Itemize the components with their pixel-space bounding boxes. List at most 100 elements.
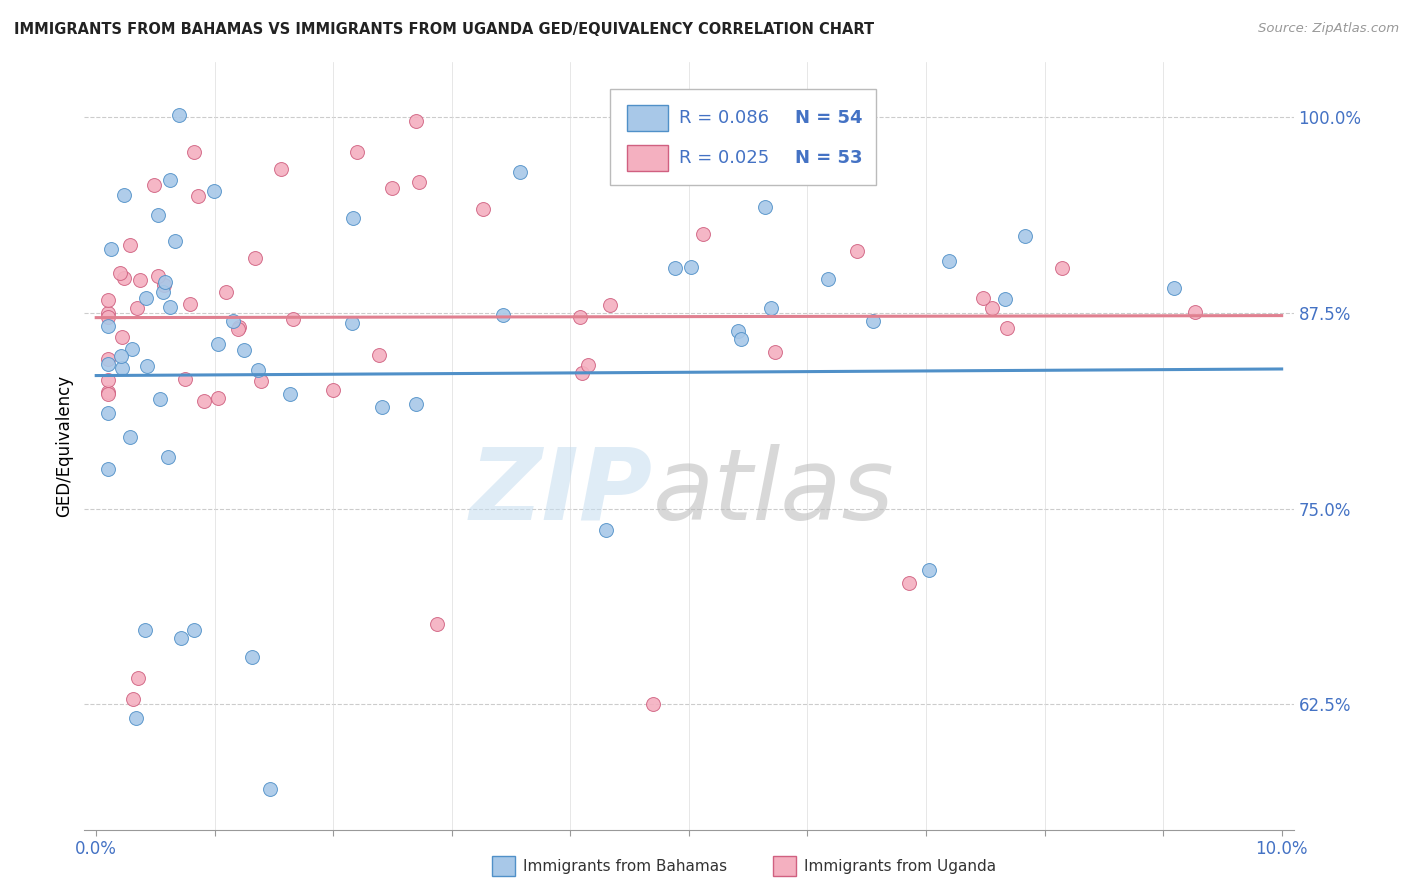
Point [643,697,665,711]
Point [134,624,156,638]
Text: IMMIGRANTS FROM BAHAMAS VS IMMIGRANTS FROM UGANDA GED/EQUIVALENCY CORRELATION CH: IMMIGRANTS FROM BAHAMAS VS IMMIGRANTS FR… [14,22,875,37]
Point [127,671,149,685]
Point [679,260,702,274]
Point [846,244,869,258]
Point [215,285,238,299]
Point [897,576,920,591]
Point [492,308,515,322]
Point [111,361,134,376]
Point [97,462,120,476]
Text: atlas: atlas [652,443,894,541]
Point [97,387,120,401]
Point [222,314,245,328]
Point [157,450,180,465]
Point [346,145,368,160]
Point [125,301,148,315]
Point [917,563,939,577]
Point [405,397,427,411]
Point [100,242,122,256]
Point [152,285,174,300]
Point [995,321,1018,335]
Point [692,227,714,241]
Point [97,406,120,420]
Point [136,359,159,373]
Point [121,342,143,356]
Point [754,200,776,214]
Point [97,318,120,333]
Point [97,373,120,387]
Text: Immigrants from Uganda: Immigrants from Uganda [804,859,997,873]
Point [202,184,225,198]
Point [727,324,749,338]
Point [1184,305,1206,319]
Point [576,359,599,373]
Point [135,292,157,306]
Point [183,145,205,160]
Point [142,178,165,193]
Point [1014,228,1036,243]
Point [159,300,181,314]
Point [759,301,782,315]
Text: Source: ZipAtlas.com: Source: ZipAtlas.com [1258,22,1399,36]
Point [322,383,344,397]
Point [280,387,302,401]
Point [259,781,281,796]
Point [246,363,269,377]
Point [233,343,256,357]
Point [111,329,134,343]
Point [994,292,1017,306]
Text: Immigrants from Bahamas: Immigrants from Bahamas [523,859,727,873]
Y-axis label: GED/Equivalency: GED/Equivalency [55,375,73,517]
Point [569,310,592,325]
Point [980,301,1002,315]
Point [97,351,120,366]
Point [938,253,960,268]
Point [242,649,264,664]
Point [159,173,181,187]
FancyBboxPatch shape [627,104,668,131]
Point [149,392,172,407]
Point [152,277,174,292]
Point [281,311,304,326]
Point [371,400,394,414]
Text: ZIP: ZIP [470,443,652,541]
Point [167,107,190,121]
Point [730,333,752,347]
Point [270,162,292,177]
Point [165,234,187,248]
Point [179,297,201,311]
Point [174,372,197,386]
Text: R = 0.086: R = 0.086 [679,109,769,127]
Point [367,349,389,363]
Point [97,293,120,307]
Point [148,268,170,283]
Point [146,208,169,222]
Point [664,261,686,276]
Point [108,266,131,280]
Point [250,374,273,388]
Point [97,306,120,320]
Point [121,691,143,706]
Point [509,165,531,179]
Text: N = 54: N = 54 [796,109,863,127]
Point [340,316,363,330]
Point [155,275,177,289]
Point [817,272,839,286]
Point [97,357,120,371]
Point [472,202,495,217]
Point [408,175,430,189]
Point [862,314,884,328]
Point [110,349,132,363]
Point [186,189,208,203]
Point [763,345,786,359]
Point [170,631,193,645]
Point [193,394,215,409]
Point [426,616,449,631]
Point [125,711,148,725]
Point [228,319,250,334]
Point [405,113,427,128]
Point [207,392,229,406]
Point [97,384,120,399]
Point [118,430,141,444]
Point [118,238,141,252]
